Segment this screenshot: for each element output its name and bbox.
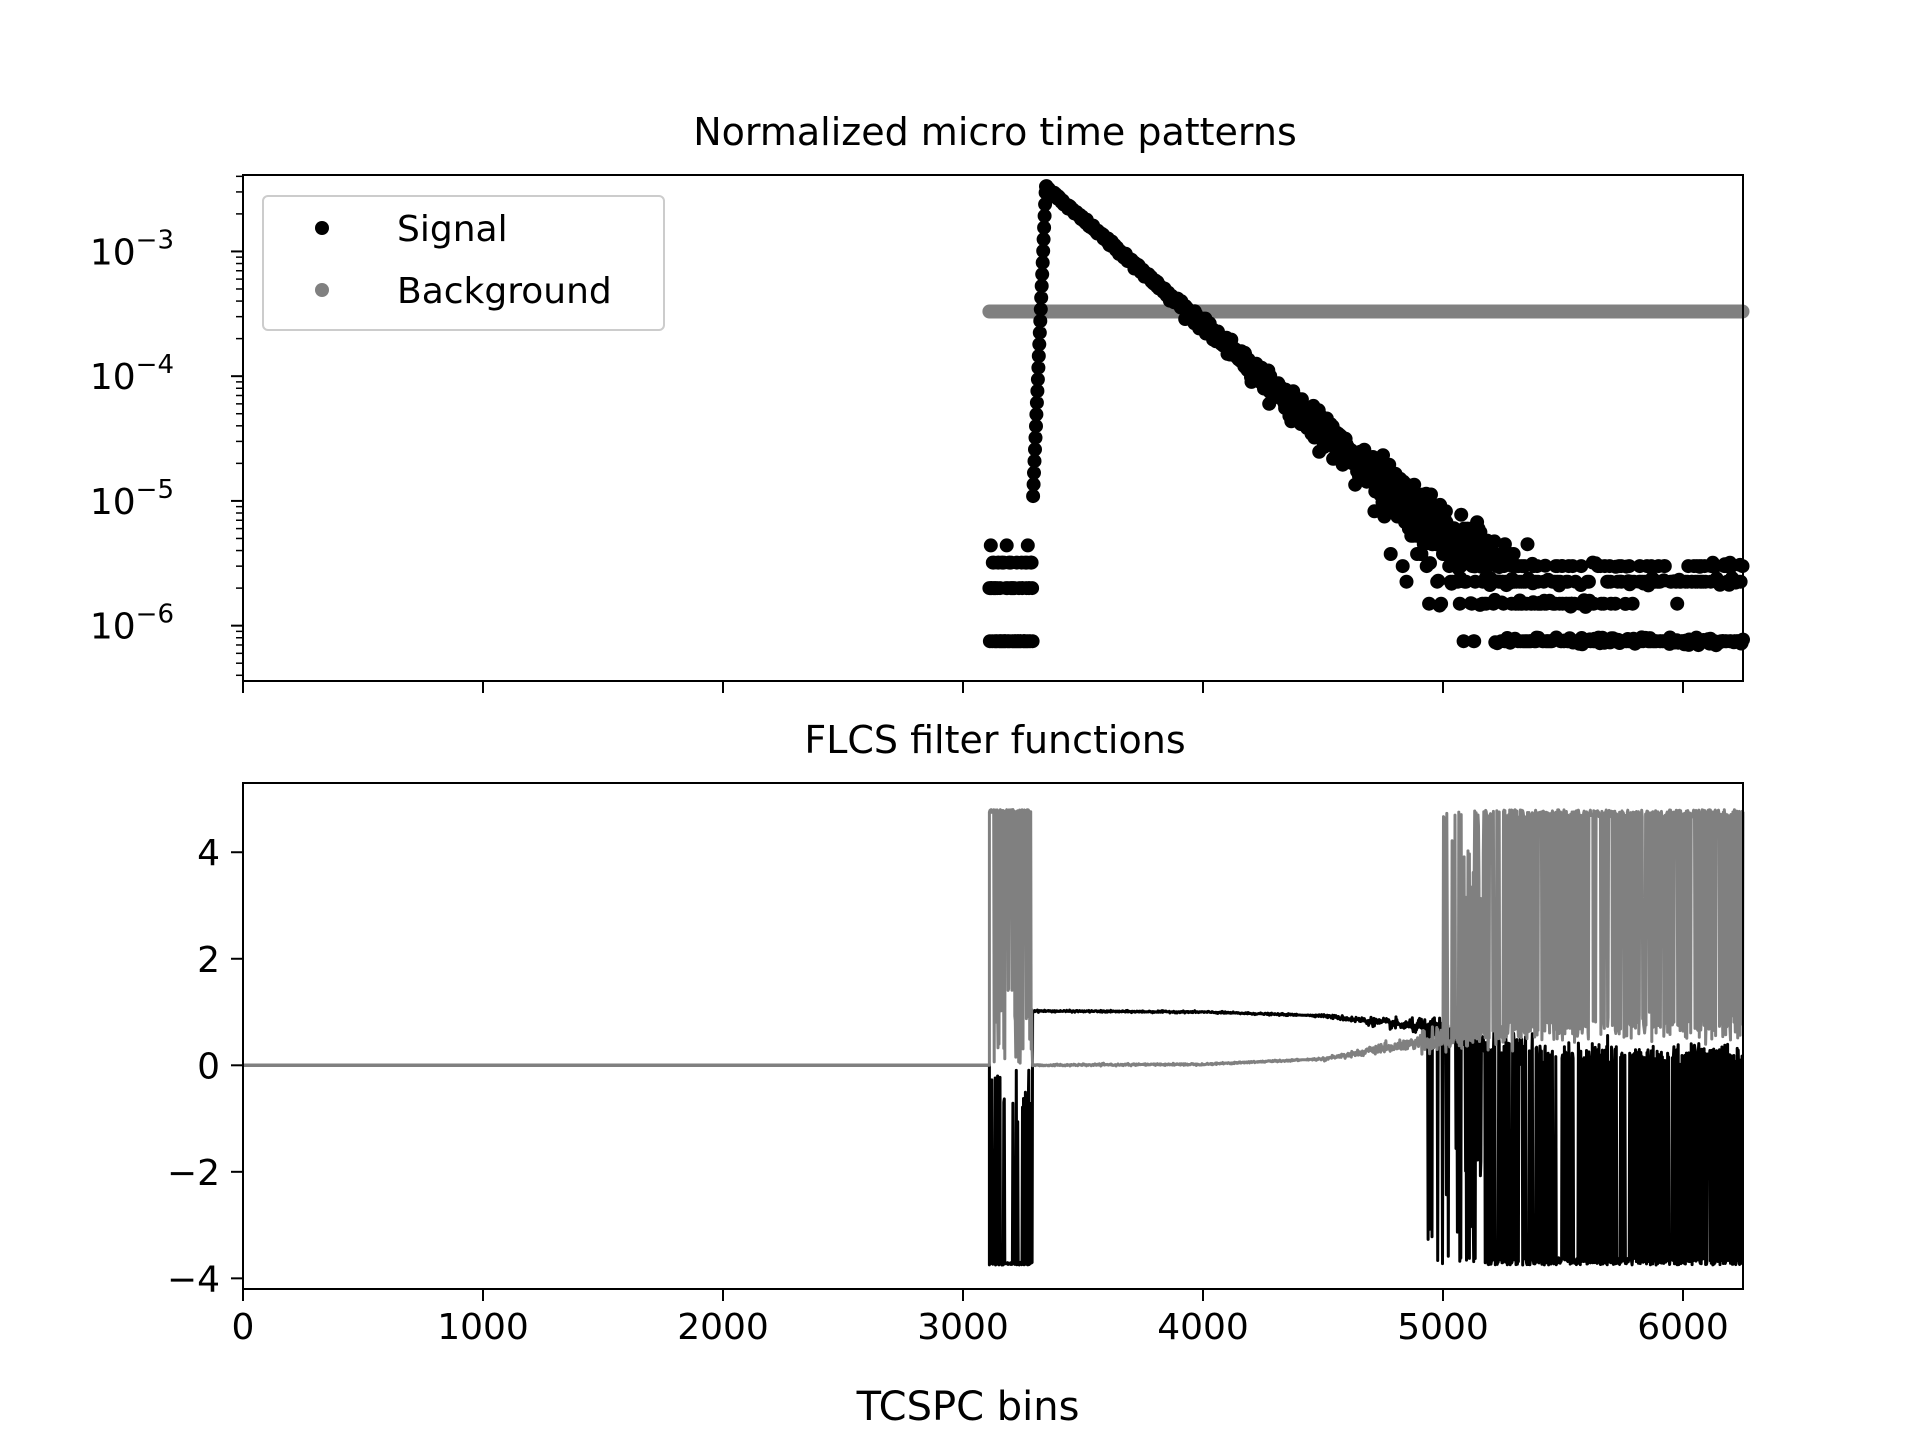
bottom-plot-marks [243,808,1745,1267]
top-ytick-label: 10−6 [90,600,174,648]
legend-label-signal: Signal [397,209,508,250]
bottom-ytick-label: 4 [197,833,220,874]
bottom-axis-ticks: 0 1000 2000 3000 4000 5000 6000 4 2 0 −2 −4 [167,833,1729,1348]
bottom-title: FLCS filter functions [804,718,1185,762]
legend-label-background: Background [397,271,612,312]
bottom-xtick-label: 3000 [917,1307,1009,1348]
bottom-xtick-label: 1000 [437,1307,529,1348]
bottom-axes-frame [242,782,1744,1290]
legend-marker-signal [315,221,329,235]
top-axis-ticks: 10−3 10−4 10−5 10−6 [90,175,1684,693]
bottom-xtick-label: 6000 [1637,1307,1729,1348]
bottom-ytick-label: 2 [197,940,220,981]
top-title: Normalized micro time patterns [693,110,1297,154]
top-panel: Normalized micro time patterns 10−310−41… [90,110,1750,693]
bottom-ytick-label: −4 [167,1259,220,1300]
top-ytick-label: 10−3 [90,225,174,273]
bottom-ytick-label: −2 [167,1153,220,1194]
legend-box [262,195,665,331]
top-axes-frame [242,174,1744,682]
top-ytick-label: 10−4 [90,350,174,398]
top-plot-marks [982,179,1750,653]
series-signal-points [982,179,1750,653]
bottom-xtick-label: 4000 [1157,1307,1249,1348]
bottom-xtick-label: 0 [232,1307,255,1348]
x-axis-label: TCSPC bins [856,1384,1080,1430]
legend-marker-background [315,283,329,297]
series-background-filter-line [243,808,1745,1068]
bottom-xtick-label: 5000 [1397,1307,1489,1348]
bottom-panel: FLCS filter functions 0 1000 2000 3000 4000 5… [167,718,1745,1430]
series-signal-filter-line [243,1008,1744,1267]
top-ytick-label: 10−5 [90,475,174,523]
legend: Signal Background [262,195,665,331]
bottom-ytick-label: 0 [197,1046,220,1087]
bottom-xtick-label: 2000 [677,1307,769,1348]
